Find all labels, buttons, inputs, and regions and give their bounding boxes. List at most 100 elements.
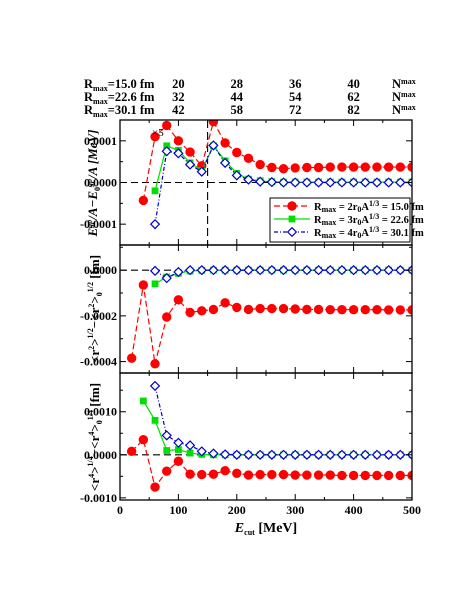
series-line-red [131, 284, 412, 365]
data-point [163, 447, 171, 454]
rmax-row-0: Rmax=15.0 fm [84, 77, 155, 93]
data-point [278, 303, 289, 314]
series-group [126, 264, 412, 369]
y-tick-label: -0.0004 [80, 355, 117, 369]
data-point [175, 446, 182, 454]
data-point [290, 163, 300, 173]
x-tick-label: 200 [228, 503, 246, 517]
data-point [302, 304, 312, 315]
data-point [383, 305, 394, 315]
nmax-value: 44 [231, 90, 244, 104]
data-point [290, 177, 301, 188]
data-point [208, 304, 219, 315]
data-point [255, 264, 266, 276]
data-point [243, 264, 254, 276]
data-point [372, 304, 382, 315]
data-point [231, 170, 242, 181]
data-point [197, 306, 207, 316]
data-point [360, 177, 371, 188]
data-point [313, 162, 324, 173]
data-point [266, 176, 277, 188]
y-tick-label: -0.0002 [80, 309, 117, 323]
series-group [126, 380, 412, 492]
panel-middle: -0.0004 -0.0002 0.0000 [80, 244, 413, 374]
data-point [232, 147, 242, 158]
data-point [278, 449, 289, 460]
data-point [231, 264, 242, 276]
y-axis-label-bottom: <r4>1/4−<r4>01/4 [fm] [86, 383, 104, 491]
nmax-value: 32 [172, 90, 185, 104]
nmax-value: 54 [289, 90, 302, 104]
data-point [197, 469, 207, 480]
series-line-red [131, 438, 412, 489]
series-markers-blue [149, 380, 412, 460]
data-point [255, 159, 265, 170]
data-point [162, 466, 172, 476]
y-tick-label: -0.0010 [80, 491, 117, 505]
nmax-value: 20 [172, 77, 185, 91]
data-point [348, 449, 359, 460]
y-tick-label: 0.0000 [84, 176, 117, 190]
data-point [372, 162, 382, 172]
data-point [313, 470, 324, 480]
data-point [173, 437, 184, 448]
data-point [173, 266, 184, 278]
data-point [138, 435, 149, 445]
data-point [395, 449, 406, 460]
data-point [336, 449, 348, 460]
data-point [150, 359, 160, 369]
x-axis-label: Ecut [MeV] [234, 521, 297, 537]
data-point [267, 303, 277, 314]
data-point [186, 449, 194, 457]
data-point [395, 177, 406, 188]
y-tick-label: 0.0000 [84, 448, 117, 462]
data-point [348, 470, 359, 481]
data-point [336, 177, 348, 188]
data-point [185, 147, 195, 157]
data-point [151, 187, 159, 195]
data-point [255, 449, 266, 460]
data-point [290, 304, 300, 314]
data-point [348, 264, 359, 276]
y-tick-label: -0.0001 [80, 217, 117, 231]
data-point [383, 162, 394, 172]
data-point [208, 120, 219, 127]
data-point [395, 264, 406, 276]
nmax-header: Rmax=15.0 fm 20 28 36 40 Nmax Rmax=22.6 fm 32 44… [84, 77, 416, 119]
data-point [266, 264, 277, 276]
y-tick-label: 0.0001 [84, 134, 117, 148]
nmax-label: Nmax [392, 90, 416, 104]
x-tick-label: 300 [286, 503, 304, 517]
data-point [185, 307, 195, 318]
data-point [196, 166, 207, 177]
data-point [313, 177, 324, 188]
data-point [219, 264, 231, 276]
data-point [231, 449, 242, 460]
data-point [287, 201, 297, 211]
nmax-value: 62 [347, 90, 360, 104]
data-point [243, 153, 254, 164]
data-point [139, 397, 147, 405]
legend-label: Rmax = 3r0A1/3 = 22.6 fm [314, 212, 424, 227]
data-point [151, 416, 159, 424]
data-point [395, 470, 406, 481]
data-point [184, 159, 196, 170]
data-point [185, 469, 195, 479]
series-group [138, 120, 412, 230]
annotation: ×5 [152, 127, 164, 139]
data-point [325, 470, 335, 480]
data-point [267, 469, 277, 480]
data-point [243, 470, 254, 480]
nmax-value: 40 [347, 77, 360, 91]
data-point [163, 142, 171, 150]
data-point [395, 305, 406, 315]
data-point [255, 303, 265, 314]
data-point [219, 449, 231, 460]
nmax-value: 72 [289, 103, 302, 117]
data-point [360, 162, 370, 172]
y-tick-label: 0.0000 [84, 263, 117, 277]
data-point [255, 176, 266, 187]
data-point [266, 449, 277, 460]
